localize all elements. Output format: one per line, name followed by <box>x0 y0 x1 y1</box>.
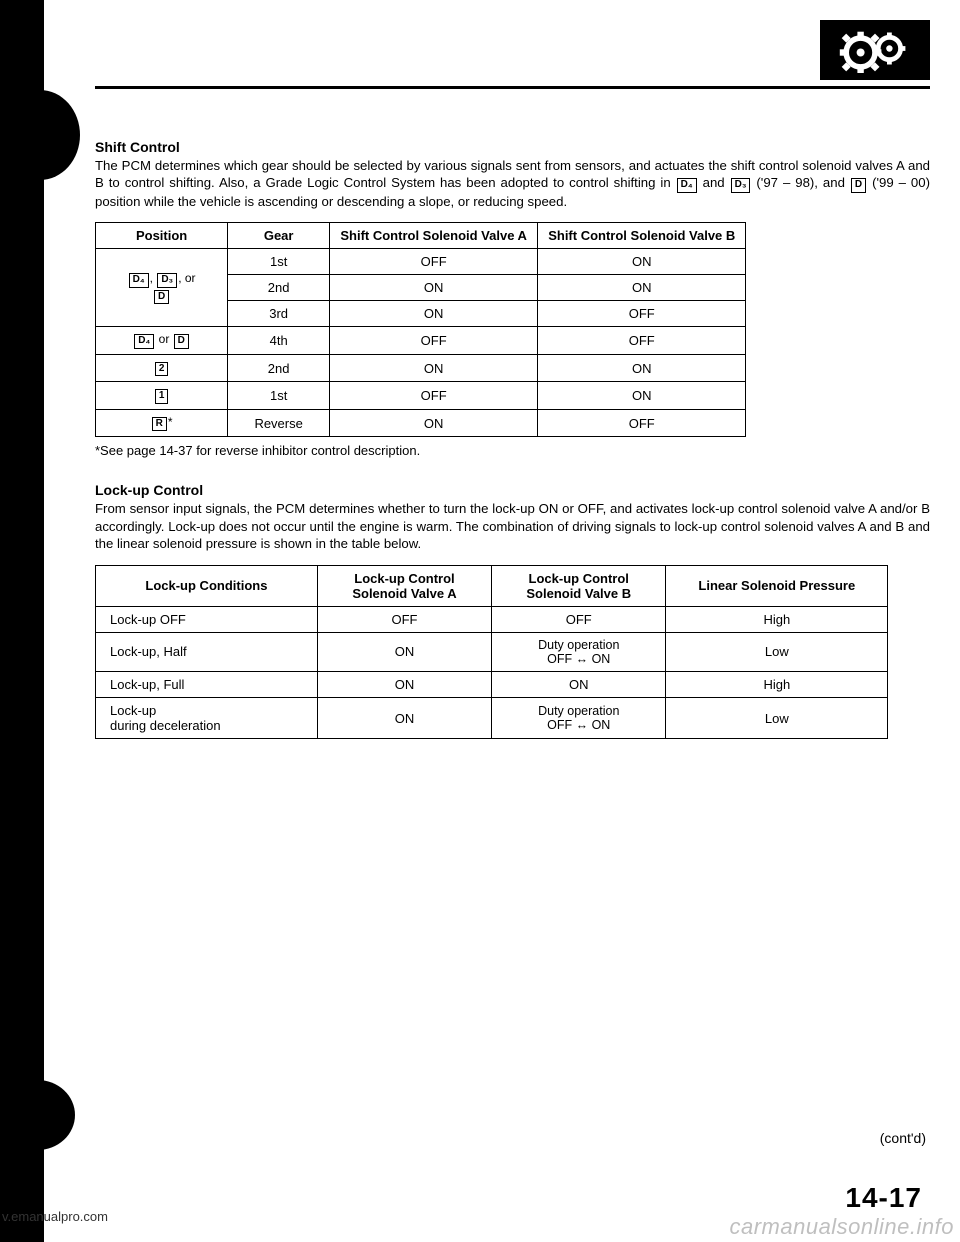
logo-row <box>95 20 930 80</box>
gear: 1st <box>228 249 330 275</box>
sym: 2 <box>155 362 169 377</box>
sym-d: D <box>851 178 866 193</box>
contd-label: (cont'd) <box>880 1130 926 1146</box>
gear: 3rd <box>228 301 330 327</box>
table-header-row: Position Gear Shift Control Solenoid Val… <box>96 223 746 249</box>
col-a: Lock-up Control Solenoid Valve A <box>317 565 491 606</box>
pos-2: 2 <box>96 354 228 382</box>
table-row: 1 1st OFF ON <box>96 382 746 410</box>
sym: D <box>154 290 169 305</box>
gear: 4th <box>228 327 330 355</box>
table-row: Lock-up, Full ON ON High <box>96 672 888 698</box>
valve-b: OFF <box>538 327 746 355</box>
col-p: Linear Solenoid Pressure <box>666 565 888 606</box>
lockup-title: Lock-up Control <box>95 482 930 498</box>
pos-d4d3d: D₄, D₃, orD <box>96 249 228 327</box>
b: ON <box>492 672 666 698</box>
page: Shift Control The PCM determines which g… <box>0 0 960 1242</box>
sym: D <box>174 334 189 349</box>
gear: 2nd <box>228 275 330 301</box>
valve-b: ON <box>538 249 746 275</box>
cond: Lock-up, Full <box>96 672 318 698</box>
table-row: Lock-up OFF OFF OFF High <box>96 606 888 632</box>
lockup-table: Lock-up Conditions Lock-up Control Solen… <box>95 565 888 740</box>
valve-a: OFF <box>330 249 538 275</box>
a: OFF <box>317 606 491 632</box>
or: or <box>159 332 170 346</box>
valve-a: OFF <box>330 327 538 355</box>
valve-a: ON <box>330 354 538 382</box>
shift-control-body: The PCM determines which gear should be … <box>95 157 930 210</box>
col-b: Lock-up Control Solenoid Valve B <box>492 565 666 606</box>
sym: D₄ <box>129 273 149 288</box>
shift-control-title: Shift Control <box>95 139 930 155</box>
col-valve-b: Shift Control Solenoid Valve B <box>538 223 746 249</box>
table-row: 2 2nd ON ON <box>96 354 746 382</box>
sym-d3: D₃ <box>731 178 751 193</box>
binder-hole-top <box>0 90 80 180</box>
page-number: 14-17 <box>845 1182 922 1214</box>
table-row: Lock-up, Half ON Duty operationOFF ↔ ON … <box>96 632 888 672</box>
sym: D₃ <box>157 273 177 288</box>
binding-edge <box>0 0 32 1242</box>
content-area: Shift Control The PCM determines which g… <box>95 20 930 745</box>
valve-b: ON <box>538 382 746 410</box>
valve-a: ON <box>330 409 538 437</box>
shift-footnote: *See page 14-37 for reverse inhibitor co… <box>95 443 930 458</box>
pos-r: R* <box>96 409 228 437</box>
sym: 1 <box>155 389 169 404</box>
shift-control-table: Position Gear Shift Control Solenoid Val… <box>95 222 746 437</box>
a: ON <box>317 698 491 739</box>
b: Duty operationOFF ↔ ON <box>492 698 666 739</box>
body-part2: ('97 – 98), and <box>751 175 849 190</box>
header-rule <box>95 86 930 89</box>
valve-b: OFF <box>538 409 746 437</box>
valve-b: OFF <box>538 301 746 327</box>
valve-b: ON <box>538 354 746 382</box>
col-cond: Lock-up Conditions <box>96 565 318 606</box>
footer-url: v.emanualpro.com <box>2 1209 108 1224</box>
valve-b: ON <box>538 275 746 301</box>
binding-spine <box>30 0 44 1242</box>
valve-a: ON <box>330 275 538 301</box>
a: ON <box>317 672 491 698</box>
table-row: Lock-upduring deceleration ON Duty opera… <box>96 698 888 739</box>
p: Low <box>666 698 888 739</box>
col-position: Position <box>96 223 228 249</box>
watermark: carmanualsonline.info <box>729 1214 954 1240</box>
pos-d4d: D₄ or D <box>96 327 228 355</box>
pos-1: 1 <box>96 382 228 410</box>
valve-a: OFF <box>330 382 538 410</box>
gear: Reverse <box>228 409 330 437</box>
and1: and <box>703 175 725 190</box>
table-row: R* Reverse ON OFF <box>96 409 746 437</box>
lockup-body: From sensor input signals, the PCM deter… <box>95 500 930 552</box>
or: or <box>185 271 196 285</box>
valve-a: ON <box>330 301 538 327</box>
table-header-row: Lock-up Conditions Lock-up Control Solen… <box>96 565 888 606</box>
binder-hole-bottom <box>0 1080 75 1150</box>
cond: Lock-up OFF <box>96 606 318 632</box>
b: OFF <box>492 606 666 632</box>
col-valve-a: Shift Control Solenoid Valve A <box>330 223 538 249</box>
b: Duty operationOFF ↔ ON <box>492 632 666 672</box>
p: High <box>666 606 888 632</box>
cond: Lock-upduring deceleration <box>96 698 318 739</box>
table-row: D₄ or D 4th OFF OFF <box>96 327 746 355</box>
gear-logo-icon <box>820 20 930 80</box>
sym-d4: D₄ <box>677 178 697 193</box>
cond: Lock-up, Half <box>96 632 318 672</box>
table-row: D₄, D₃, orD 1st OFF ON <box>96 249 746 275</box>
sym: D₄ <box>134 334 154 349</box>
col-gear: Gear <box>228 223 330 249</box>
gear: 1st <box>228 382 330 410</box>
p: Low <box>666 632 888 672</box>
sym: R <box>152 417 167 432</box>
gear: 2nd <box>228 354 330 382</box>
a: ON <box>317 632 491 672</box>
p: High <box>666 672 888 698</box>
